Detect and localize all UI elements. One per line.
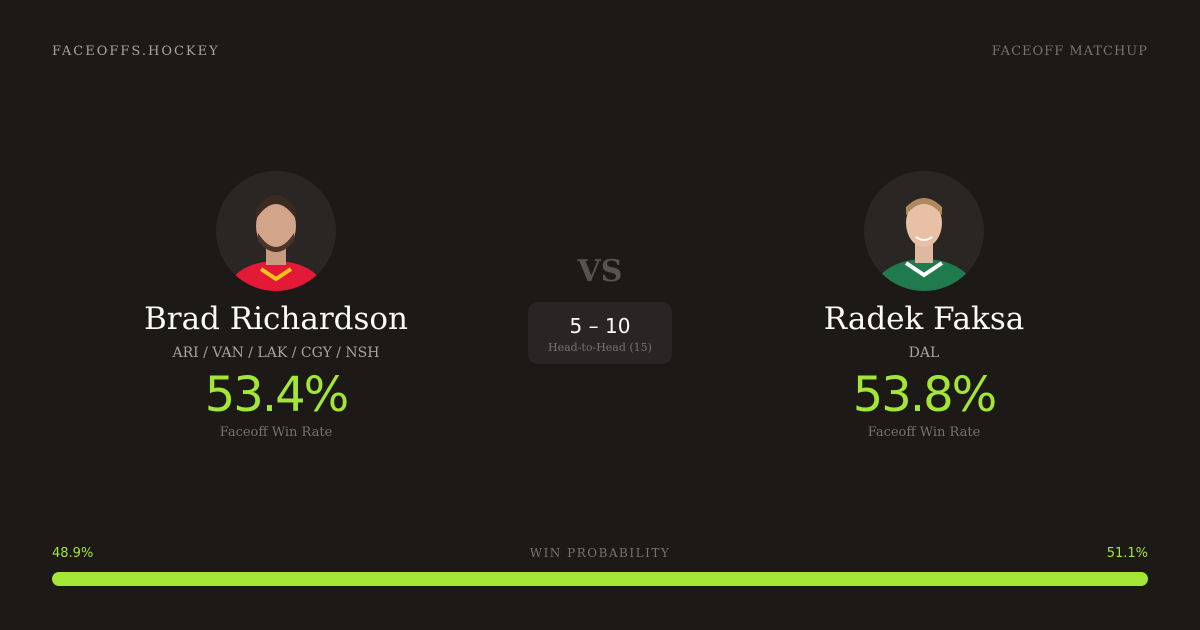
brand-logo-text: FACEOFFS.HOCKEY	[52, 44, 220, 59]
faceoff-win-rate: 53.4%	[204, 367, 349, 423]
player-avatar	[864, 171, 984, 291]
win-probability-right: 51.1%	[1106, 546, 1148, 561]
page-tag: FACEOFF MATCHUP	[991, 44, 1148, 59]
head-to-head-label: Head-to-Head (15)	[548, 341, 652, 354]
win-probability-left: 48.9%	[52, 546, 94, 561]
win-probability-title: WIN PROBABILITY	[529, 546, 671, 560]
win-probability-bar-fill	[52, 572, 1148, 586]
win-probability-bar	[52, 572, 1148, 586]
faceoff-win-rate-label: Faceoff Win Rate	[867, 425, 981, 440]
player-name[interactable]: Radek Faksa	[823, 301, 1025, 337]
head-to-head-box: 5 – 10 Head-to-Head (15)	[528, 302, 672, 364]
vs-label: VS	[577, 254, 623, 289]
player-name[interactable]: Brad Richardson	[143, 301, 409, 337]
player-teams: ARI / VAN / LAK / CGY / NSH	[172, 345, 380, 361]
player-teams: DAL	[908, 345, 940, 361]
player-card-right: Radek Faksa DAL 53.8% Faceoff Win Rate	[724, 171, 1124, 440]
head-to-head-score: 5 – 10	[569, 314, 631, 338]
player-card-left: Brad Richardson ARI / VAN / LAK / CGY / …	[76, 171, 476, 440]
faceoff-win-rate-label: Faceoff Win Rate	[219, 425, 333, 440]
faceoff-win-rate: 53.8%	[852, 367, 997, 423]
player-avatar	[216, 171, 336, 291]
